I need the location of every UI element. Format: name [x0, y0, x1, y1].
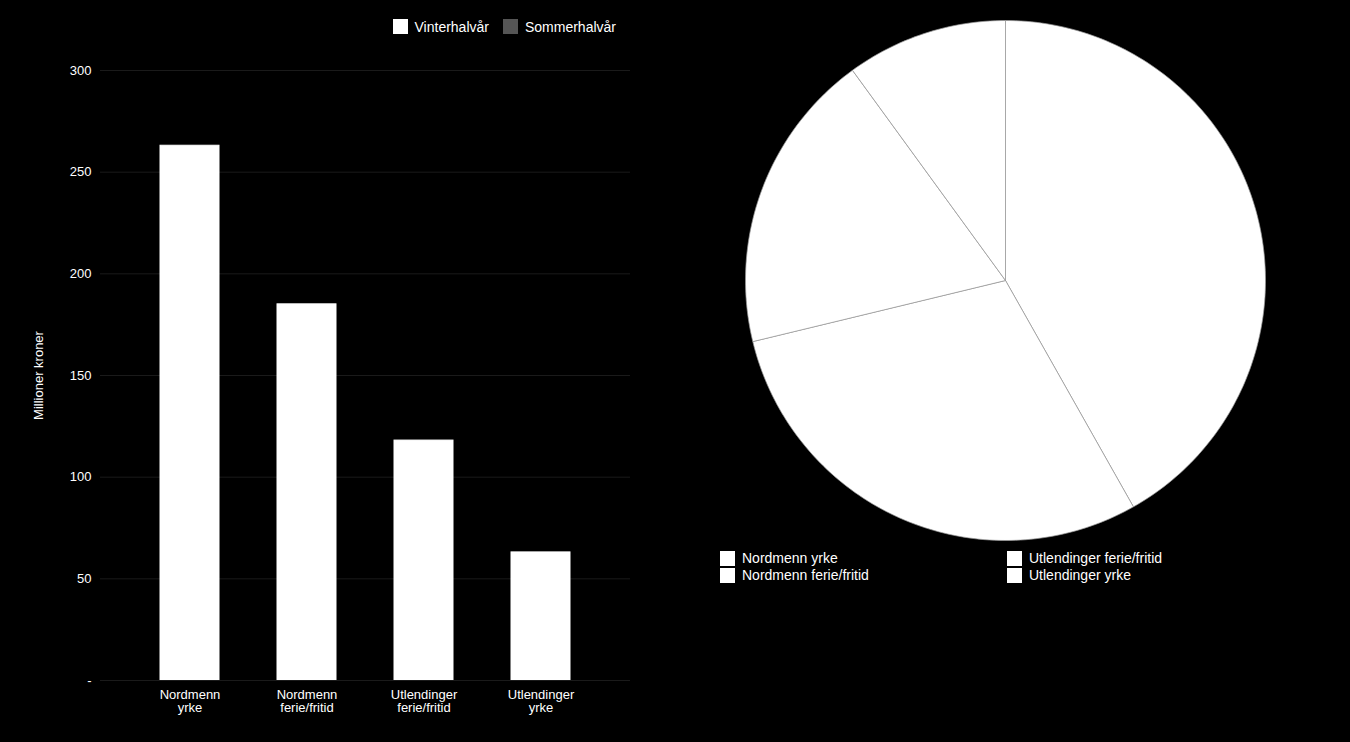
svg-text:-: -	[87, 673, 91, 688]
svg-text:50: 50	[77, 571, 91, 586]
html-text:Nordmenn ferie/fritid: Nordmenn ferie/fritid	[742, 567, 869, 583]
svg-text:150: 150	[70, 368, 92, 383]
svg-text:300: 300	[70, 63, 92, 78]
html-text:Sommerhalvår: Sommerhalvår	[525, 18, 616, 35]
svg-text:Nordmennyrke: Nordmennyrke	[160, 687, 221, 715]
svg-text:Nordmennferie/fritid: Nordmennferie/fritid	[277, 687, 338, 715]
html-text:Vinterhalvår: Vinterhalvår	[414, 18, 489, 35]
svg-text:200: 200	[70, 266, 92, 281]
svg-text:100: 100	[70, 469, 92, 484]
html-text:Nordmenn yrke: Nordmenn yrke	[742, 550, 838, 566]
svg-text:250: 250	[70, 164, 92, 179]
html-text:Utlendinger yrke: Utlendinger yrke	[1029, 567, 1131, 583]
svg-text:Utlendingerferie/fritid: Utlendingerferie/fritid	[391, 687, 458, 715]
svg-text:Millioner kroner: Millioner kroner	[31, 330, 46, 420]
svg-text:Utlendingeryrke: Utlendingeryrke	[508, 687, 575, 715]
html-text:Utlendinger ferie/fritid: Utlendinger ferie/fritid	[1029, 550, 1163, 566]
